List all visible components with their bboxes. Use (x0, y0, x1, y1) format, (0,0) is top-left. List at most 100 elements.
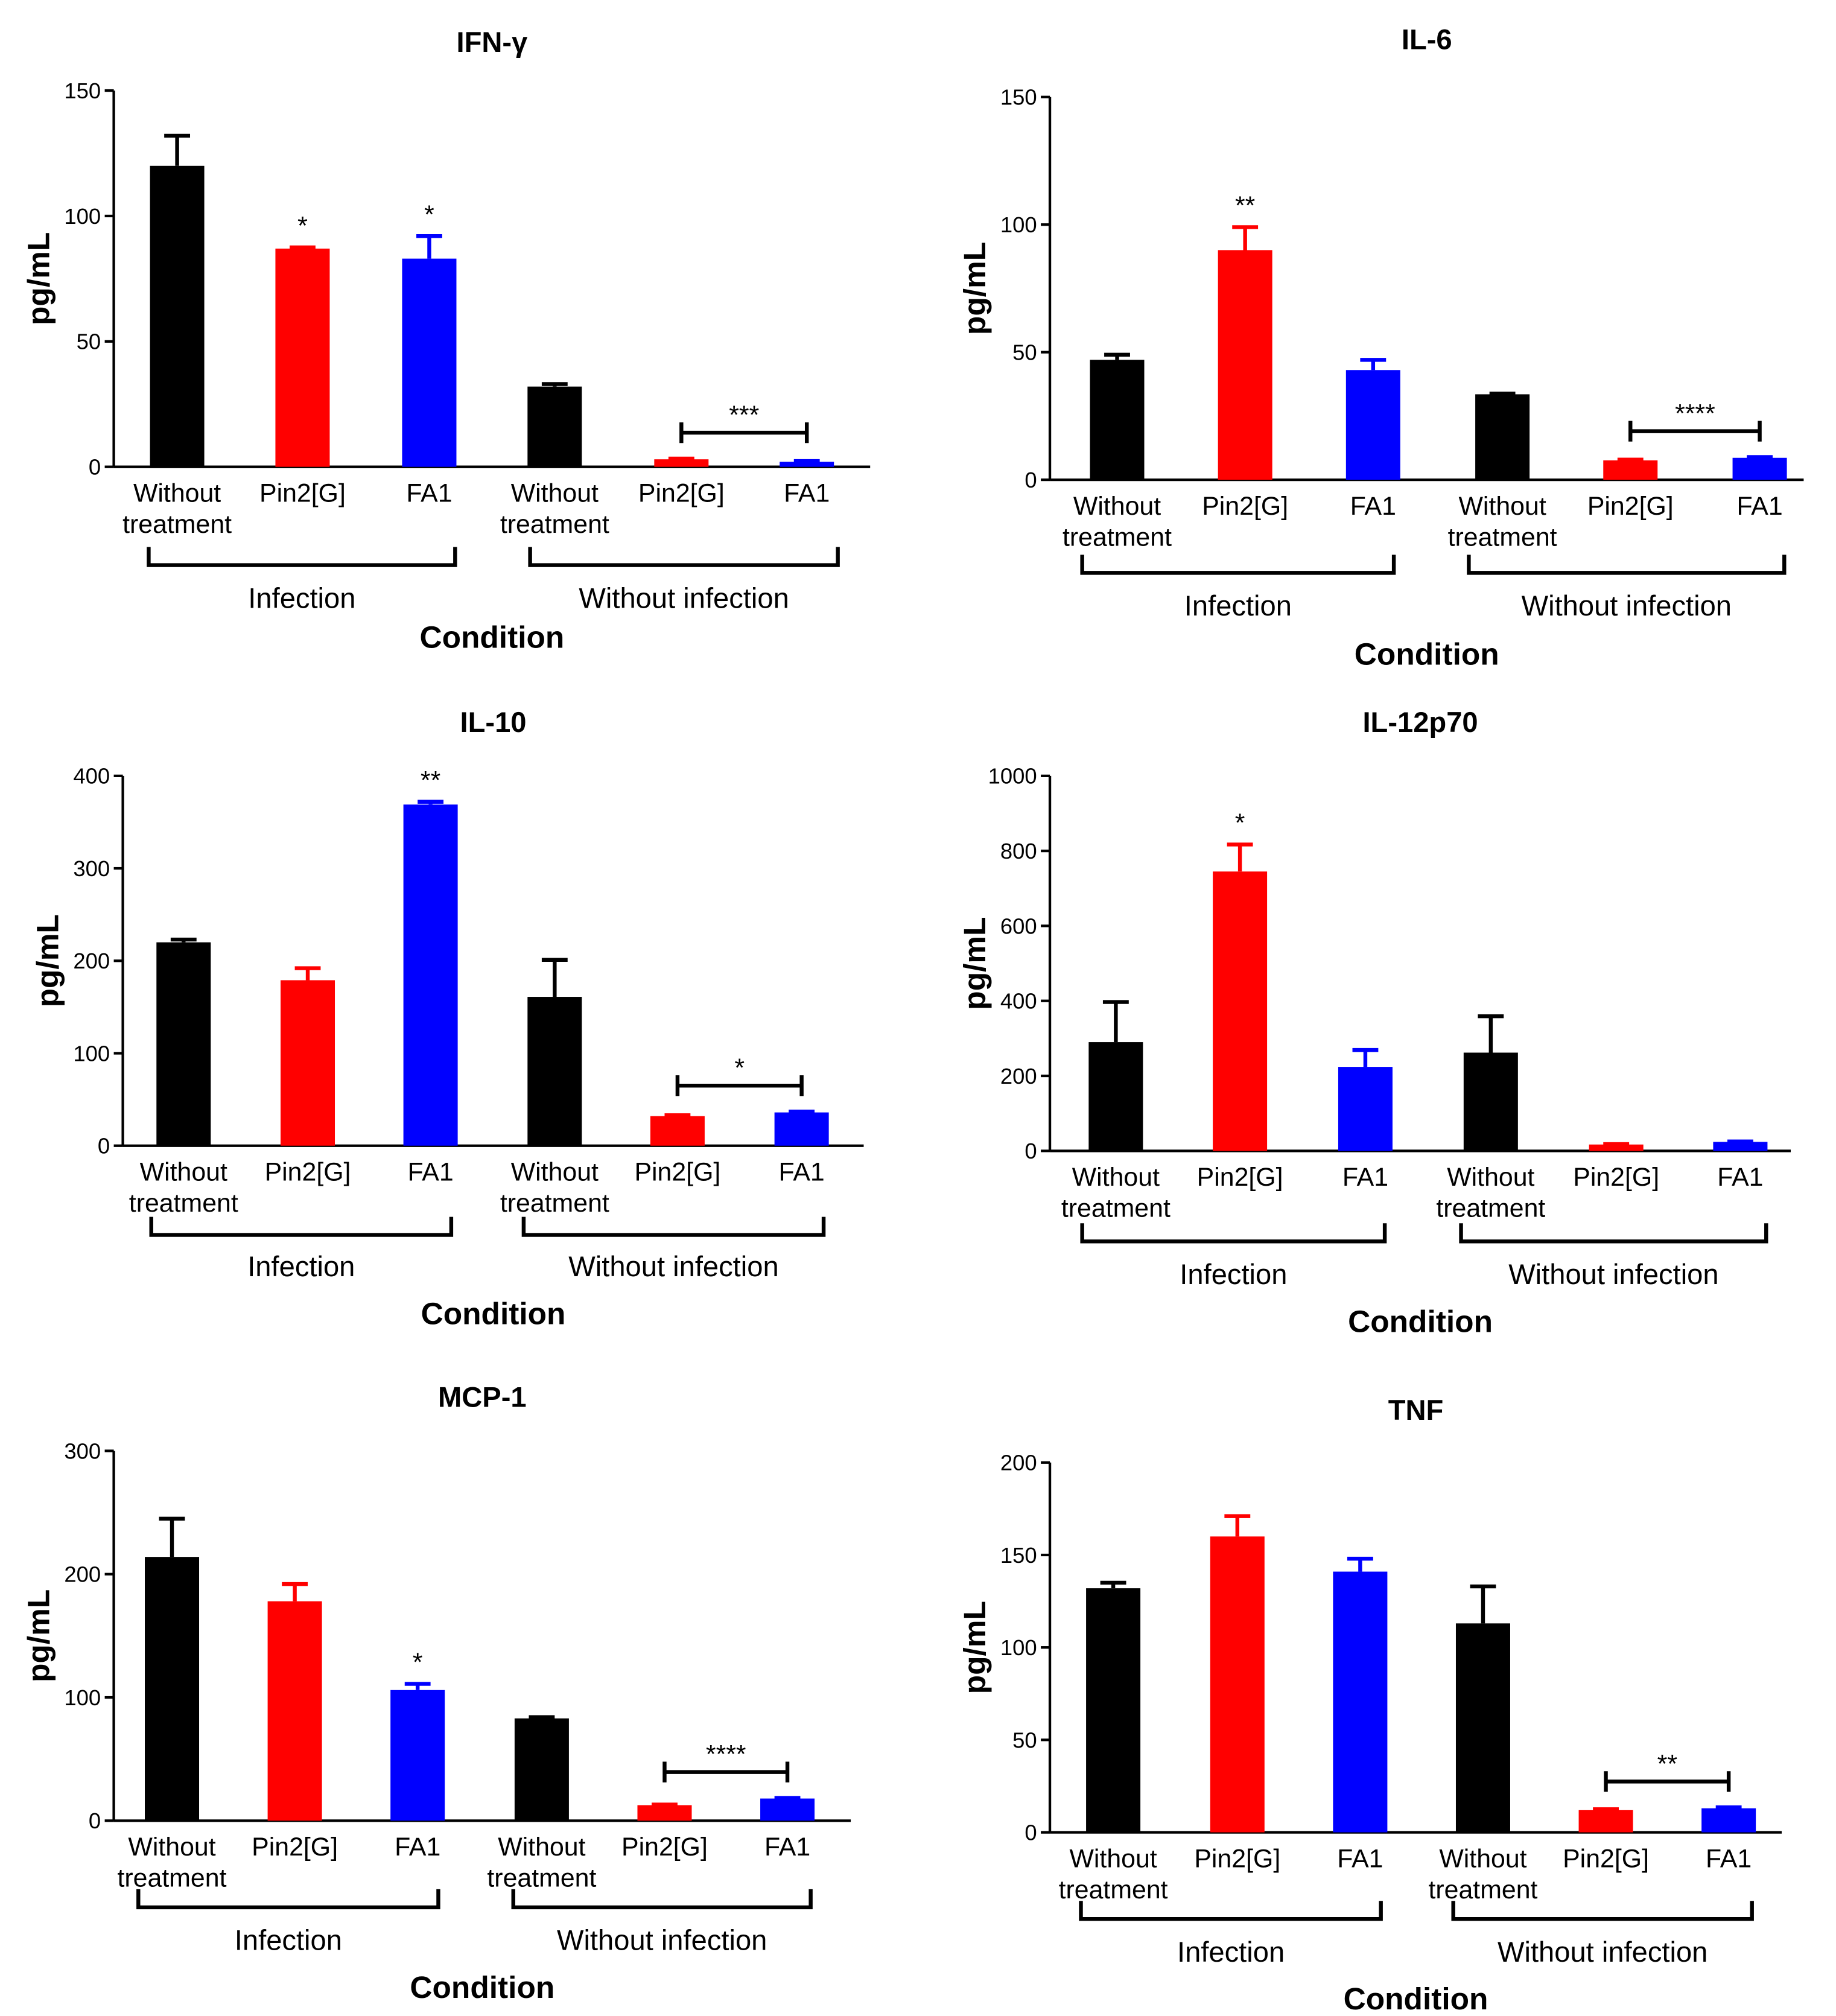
category-label-line: Without (133, 479, 221, 508)
y-tick-label: 0 (89, 1808, 101, 1833)
category-label-line: Without (128, 1833, 215, 1862)
category-label: FA1 (1706, 1844, 1752, 1873)
y-tick-label: 100 (64, 204, 101, 229)
bar (637, 1805, 692, 1821)
y-tick-label: 150 (64, 78, 101, 103)
y-tick-label: 100 (73, 1041, 110, 1066)
significance-marker: * (1235, 809, 1245, 838)
category-label-line: FA1 (1350, 492, 1396, 521)
group-bracket (1079, 1901, 1383, 1921)
bar (403, 804, 458, 1146)
category-label-line: FA1 (407, 1158, 453, 1187)
category-label-line: Without (1072, 1163, 1160, 1192)
bar (145, 1557, 200, 1821)
category-label: Pin2[G] (634, 1158, 720, 1187)
category-label-line: treatment (500, 1189, 609, 1218)
category-label-line: FA1 (1736, 492, 1782, 521)
bar (275, 248, 330, 467)
bar (1213, 871, 1268, 1151)
category-label: FA1 (764, 1833, 810, 1862)
category-label-line: Pin2[G] (621, 1833, 708, 1862)
x-axis-label: Condition (421, 1296, 566, 1331)
category-label-line: treatment (122, 510, 232, 539)
bar (760, 1798, 815, 1821)
category-label: Without treatment (1436, 1163, 1545, 1223)
category-label-line: Without (1447, 1163, 1534, 1192)
bar (654, 459, 709, 467)
bar (1589, 1144, 1644, 1151)
category-label-line: treatment (1063, 523, 1172, 552)
significance-bracket (1628, 421, 1762, 442)
bar (1455, 1623, 1510, 1833)
significance-bracket (662, 1761, 790, 1782)
y-tick-label: 50 (77, 329, 101, 354)
category-label-line: Pin2[G] (259, 479, 346, 508)
category-label-line: Pin2[G] (1194, 1844, 1280, 1873)
category-label: FA1 (779, 1158, 825, 1187)
category-label-line: Pin2[G] (1202, 492, 1288, 521)
category-label: Pin2[G] (252, 1833, 338, 1862)
significance-bracket (1604, 1771, 1731, 1792)
category-label-line: Without (511, 479, 599, 508)
category-label: Without treatment (1061, 1163, 1171, 1223)
chart-title: MCP-1 (438, 1381, 527, 1413)
category-label-line: treatment (500, 510, 609, 539)
category-label-line: treatment (1059, 1875, 1168, 1904)
significance-marker: * (734, 1054, 745, 1083)
category-label: FA1 (395, 1833, 440, 1862)
category-label-line: Pin2[G] (1563, 1844, 1649, 1873)
significance-marker: *** (729, 401, 759, 430)
significance-marker: * (413, 1648, 423, 1677)
chart-title: IL-6 (1402, 23, 1452, 55)
y-tick-label: 100 (1000, 212, 1037, 237)
category-label-line: FA1 (779, 1158, 825, 1187)
y-tick-label: 800 (1000, 839, 1037, 863)
category-label-line: FA1 (1717, 1163, 1763, 1192)
y-tick-label: 0 (1024, 468, 1037, 492)
y-tick-label: 0 (98, 1134, 110, 1159)
category-label: Without treatment (1063, 492, 1172, 552)
category-label-line: Pin2[G] (634, 1158, 720, 1187)
bar (150, 165, 205, 467)
category-label: Without treatment (1428, 1844, 1537, 1904)
group-label: Infection (247, 1250, 355, 1282)
y-axis-label: pg/mL (21, 1589, 56, 1682)
bar (1218, 250, 1272, 480)
group-label: Infection (1177, 1936, 1285, 1968)
y-tick-label: 300 (64, 1439, 101, 1463)
category-label: Pin2[G] (621, 1833, 708, 1862)
significance-marker: **** (706, 1740, 746, 1769)
category-label: FA1 (1350, 492, 1396, 521)
bar (1333, 1571, 1388, 1833)
y-axis-label: pg/mL (957, 917, 992, 1010)
y-tick-label: 400 (73, 764, 110, 789)
y-tick-label: 1000 (988, 764, 1037, 789)
category-label-line: Without (1458, 492, 1546, 521)
category-label: Pin2[G] (1573, 1163, 1659, 1192)
group-bracket (136, 1889, 440, 1910)
chart-title: IFN-γ (456, 26, 528, 58)
bar (650, 1116, 705, 1146)
category-label: FA1 (1736, 492, 1782, 521)
group-bracket (528, 547, 840, 567)
category-label-line: treatment (1428, 1875, 1537, 1904)
category-label: Without treatment (500, 479, 609, 539)
group-bracket (147, 547, 457, 567)
category-label: Without treatment (1059, 1844, 1168, 1904)
category-label: FA1 (407, 1158, 453, 1187)
y-tick-label: 100 (64, 1685, 101, 1710)
bar (1463, 1052, 1518, 1151)
category-label-line: Pin2[G] (638, 479, 725, 508)
group-label: Without infection (1522, 590, 1732, 622)
category-label: Pin2[G] (1202, 492, 1288, 521)
bar (1088, 1042, 1143, 1151)
group-label: Without infection (579, 582, 789, 614)
category-label-line: Without (1439, 1844, 1526, 1873)
category-label-line: FA1 (395, 1833, 440, 1862)
group-label: Without infection (557, 1924, 767, 1956)
category-label: FA1 (1337, 1844, 1383, 1873)
